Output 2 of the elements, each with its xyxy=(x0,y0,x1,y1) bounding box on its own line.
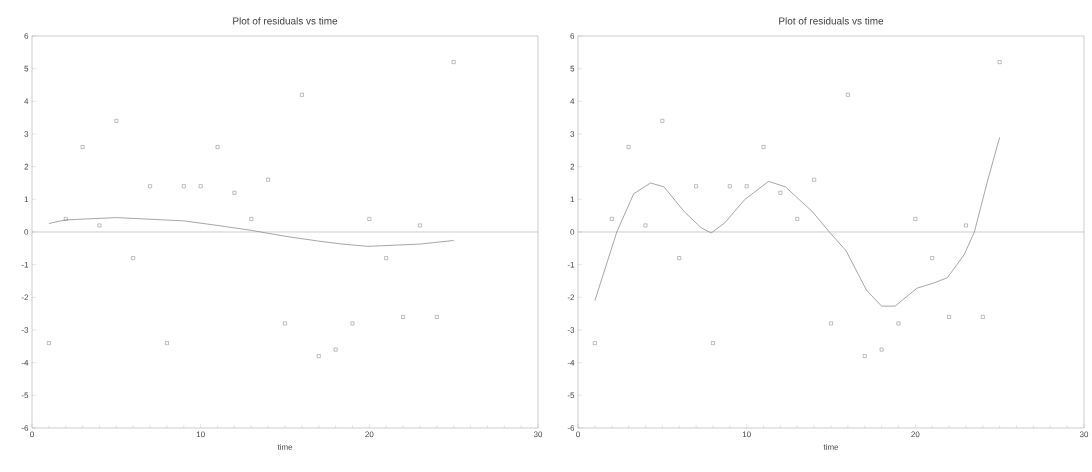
chart-title: Plot of residuals vs time xyxy=(779,17,884,25)
chart-title: Plot of residuals vs time xyxy=(233,17,338,25)
